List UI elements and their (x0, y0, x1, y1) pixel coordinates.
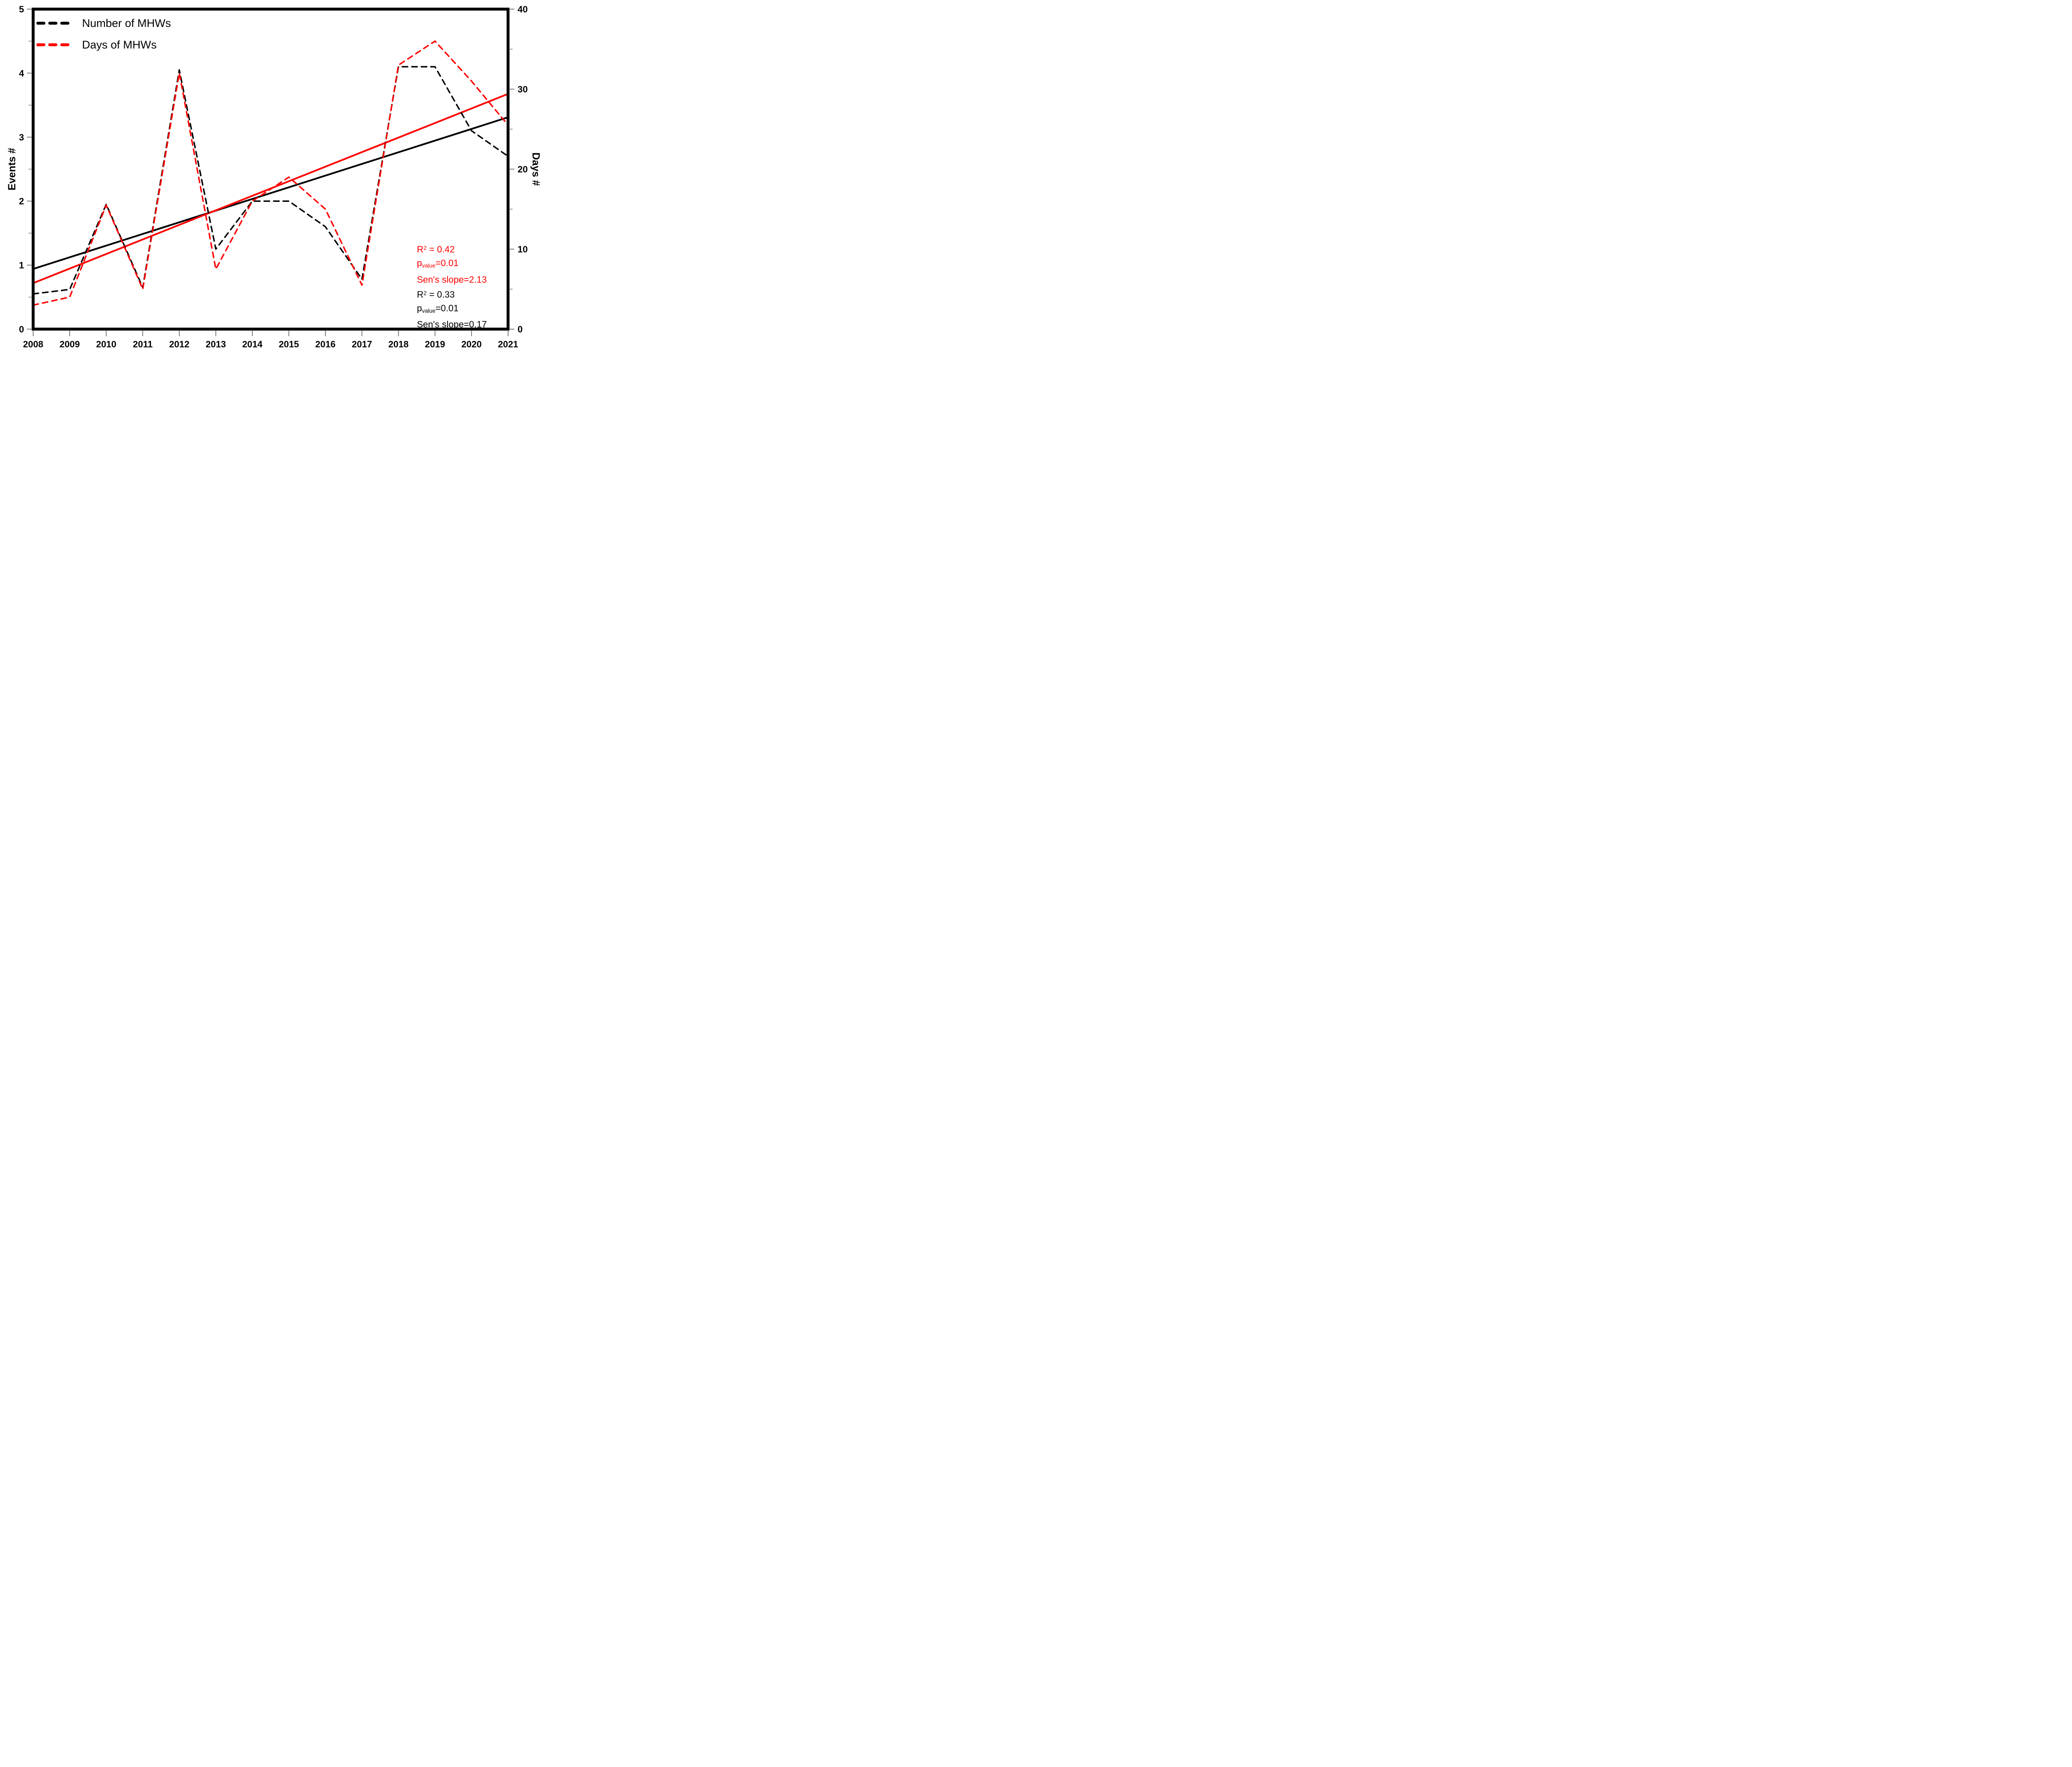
mhw-trend-chart: 0 1 2 3 4 5 0 10 20 30 40 2008 2009 2010 2011 2012 2013 2… (0, 0, 547, 354)
x-axis-tick-label-2012: 2012 (169, 339, 189, 349)
right-axis-tick-label-40: 40 (518, 4, 528, 15)
left-axis-tick-label-5: 5 (19, 4, 24, 15)
right-axis-tick-label-10: 10 (518, 244, 528, 255)
x-axis-tick-label-2021: 2021 (498, 339, 518, 349)
sens-slope-black: Sen's slope=0.17 (417, 319, 487, 330)
legend-item-number-of-mhws: Number of MHWs (36, 12, 171, 34)
right-axis-tick-label-0: 0 (518, 324, 523, 334)
x-axis-tick-label-2020: 2020 (461, 339, 482, 349)
left-axis-tick-label-3: 3 (19, 132, 24, 143)
x-axis-tick-label-2017: 2017 (352, 339, 372, 349)
stats-annotations: R2 = 0.42 pvalue=0.01 Sen's slope=2.13 R… (417, 241, 487, 331)
legend-item-days-of-mhws: Days of MHWs (36, 34, 171, 56)
x-axis-tick-label-2016: 2016 (315, 339, 336, 349)
red-dashed-line-sample (36, 43, 72, 46)
x-axis-tick-label-2011: 2011 (133, 339, 153, 349)
x-axis-tick-label-2013: 2013 (206, 339, 226, 349)
left-axis-tick-label-2: 2 (19, 196, 24, 206)
right-axis-title: Days # (530, 152, 542, 186)
x-axis-tick-label-2009: 2009 (60, 339, 80, 349)
x-axis-tick-label-2019: 2019 (425, 339, 445, 349)
x-axis-tick-label-2008: 2008 (23, 339, 44, 349)
x-axis-tick-label-2015: 2015 (279, 339, 299, 349)
plot-frame (31, 7, 510, 331)
left-axis-tick-label-1: 1 (19, 260, 24, 271)
stats-group-red: R2 = 0.42 pvalue=0.01 Sen's slope=2.13 (417, 241, 487, 286)
plot-area: 0 1 2 3 4 5 0 10 20 30 40 2008 2009 2010 2011 2012 2013 2… (19, 4, 528, 349)
right-axis-tick-label-30: 30 (518, 84, 528, 95)
x-axis-tick-label-2010: 2010 (96, 339, 116, 349)
black-dashed-line-sample (36, 22, 72, 25)
x-axis-tick-label-2014: 2014 (242, 339, 263, 349)
legend-label: Number of MHWs (82, 17, 171, 29)
x-axis-tick-label-2018: 2018 (388, 339, 409, 349)
left-axis-tick-label-0: 0 (19, 324, 24, 334)
trend-line-number-of-mhws-trend (33, 116, 508, 270)
pvalue-red: pvalue=0.01 (417, 258, 459, 269)
legend-label: Days of MHWs (82, 38, 157, 51)
right-axis-tick-label-20: 20 (518, 164, 528, 175)
series-line-days-of-mhws (32, 40, 509, 306)
left-axis-tick-label-4: 4 (19, 68, 24, 78)
series-line-number-of-mhws (32, 66, 509, 295)
pvalue-black: pvalue=0.01 (417, 303, 459, 314)
sens-slope-red: Sen's slope=2.13 (417, 274, 487, 285)
r2-black: R2 = 0.33 (417, 289, 455, 300)
legend: Number of MHWs Days of MHWs (36, 12, 171, 56)
left-axis-title: Events # (6, 148, 18, 191)
r2-red: R2 = 0.42 (417, 244, 455, 255)
stats-group-black: R2 = 0.33 pvalue=0.01 Sen's slope=0.17 (417, 286, 487, 332)
